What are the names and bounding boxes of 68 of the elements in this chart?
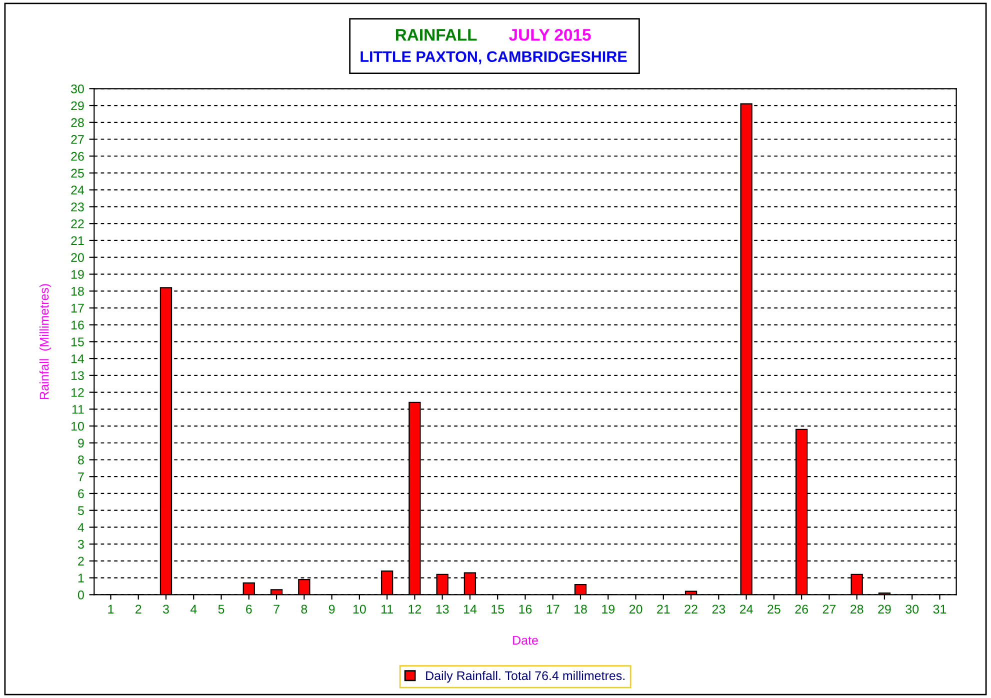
y-tick-label: 22	[71, 219, 84, 228]
y-tick-label: 11	[72, 405, 84, 414]
y-tick-label: 1	[78, 574, 84, 582]
x-tick-label: 22	[684, 604, 698, 614]
x-tick-label: 25	[768, 604, 780, 614]
y-tick-label: 17	[71, 304, 84, 312]
y-tick-label: 3	[78, 540, 84, 549]
y-tick-label: 7	[78, 472, 84, 482]
x-tick-label: 5	[218, 604, 224, 614]
x-tick-label: 11	[382, 604, 393, 614]
x-tick-label: 31	[933, 604, 946, 614]
chart-subtitle: JULY 2015	[509, 28, 591, 41]
y-tick-label: 8	[78, 456, 84, 464]
x-tick-label: 20	[629, 604, 642, 614]
y-tick-label: 30	[70, 84, 84, 94]
y-tick-label: 15	[71, 338, 84, 346]
y-tick-label: 28	[71, 118, 84, 128]
x-tick-label: 4	[190, 604, 197, 614]
x-tick-label: 15	[492, 604, 504, 614]
y-tick-label: 0	[78, 590, 84, 600]
x-tick-label: 17	[546, 604, 560, 614]
x-tick-label: 12	[408, 604, 422, 614]
x-tick-label: 7	[274, 604, 280, 614]
legend-label: Daily Rainfall. Total 76.4 millimetres.	[426, 670, 624, 683]
x-axis-title: Date	[513, 636, 538, 645]
y-tick-label: 29	[71, 101, 84, 110]
x-tick-label: 16	[519, 604, 532, 614]
x-tick-label: 8	[301, 604, 308, 614]
y-tick-label: 10	[71, 422, 84, 431]
x-tick-label: 9	[328, 604, 335, 614]
y-tick-label: 14	[71, 354, 84, 364]
y-tick-label: 6	[78, 489, 84, 498]
y-tick-label: 9	[78, 438, 84, 448]
y-tick-label: 18	[71, 286, 84, 296]
x-tick-label: 14	[464, 604, 477, 614]
x-tick-label: 30	[906, 604, 919, 614]
y-tick-label: 2	[78, 556, 84, 566]
x-tick-label: 26	[795, 604, 808, 614]
y-tick-label: 27	[71, 135, 84, 144]
x-tick-label: 18	[574, 604, 587, 614]
y-tick-label: 20	[71, 253, 84, 262]
x-tick-label: 29	[878, 604, 891, 614]
x-tick-label: 24	[740, 604, 753, 614]
y-tick-label: 4	[78, 523, 84, 532]
x-tick-label: 6	[246, 604, 252, 614]
y-tick-label: 21	[71, 236, 84, 245]
text: LITTLE PAXTON, CAMBRIDGESHIRE	[360, 51, 627, 64]
x-tick-label: 27	[822, 604, 836, 614]
x-tick-label: 28	[850, 604, 864, 614]
x-tick-label: 1	[108, 604, 114, 614]
x-tick-label: 19	[602, 604, 614, 614]
x-tick-label: 3	[162, 604, 169, 614]
x-tick-label: 21	[657, 604, 670, 614]
x-tick-label: 10	[353, 604, 366, 614]
x-tick-label: 13	[436, 604, 449, 614]
y-tick-label: 26	[71, 152, 84, 161]
y-tick-label: 16	[71, 320, 84, 330]
y-axis-title: Rainfall (Millimetres)	[39, 284, 52, 399]
y-tick-label: 12	[71, 388, 84, 397]
y-tick-label: 13	[71, 371, 84, 380]
x-tick-label: 2	[136, 604, 142, 614]
y-tick-label: 25	[71, 168, 84, 178]
y-tick-label: 19	[71, 270, 84, 279]
x-tick-label: 23	[712, 604, 726, 614]
y-tick-label: 23	[71, 202, 84, 212]
chart-title: RAINFALL	[396, 29, 477, 41]
y-tick-label: 24	[71, 186, 84, 194]
y-tick-label: 5	[78, 506, 84, 516]
